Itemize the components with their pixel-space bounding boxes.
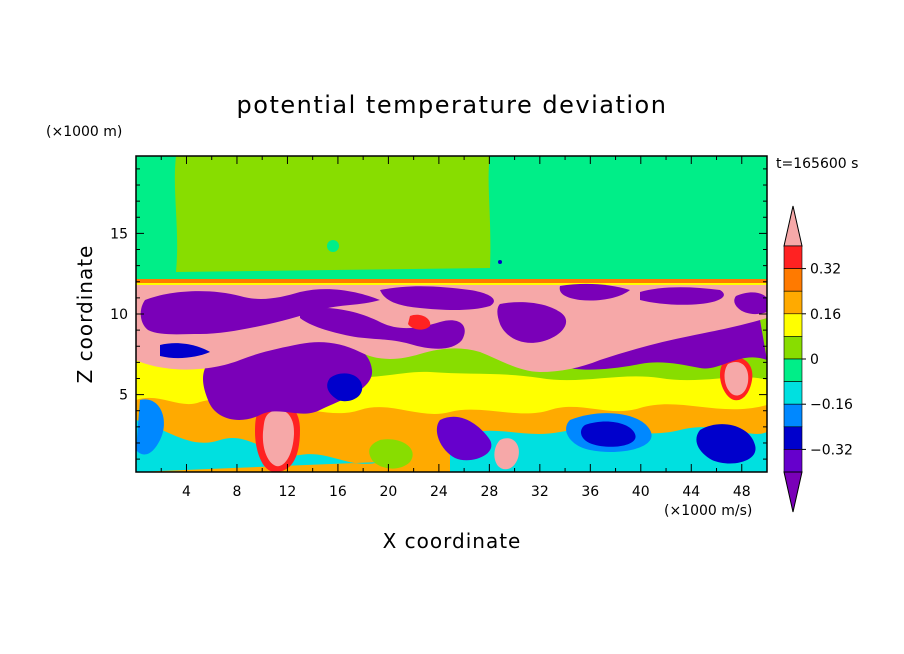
colorbar-segment bbox=[783, 426, 803, 450]
filament-6 bbox=[640, 287, 724, 305]
small-patch bbox=[327, 240, 339, 252]
colorbar-segment bbox=[783, 403, 803, 428]
y-tick-label: 15 bbox=[110, 226, 128, 242]
x-tick-label: 8 bbox=[232, 484, 241, 500]
x-tick-label: 20 bbox=[379, 484, 397, 500]
colorbar-label: 0.16 bbox=[810, 307, 841, 323]
chart-title: potential temperature deviation bbox=[237, 91, 668, 119]
red-fleck bbox=[408, 314, 431, 330]
purple-patch-low bbox=[436, 416, 492, 461]
small-cold-dot bbox=[498, 260, 502, 264]
x-tick-label: 32 bbox=[531, 484, 549, 500]
x-tick-label: 36 bbox=[581, 484, 599, 500]
colorbar-label: −0.16 bbox=[810, 397, 853, 413]
filament-1 bbox=[140, 289, 380, 335]
x-axis: 4 8 12 16 20 24 28 32 36 40 44 48 bbox=[160, 156, 751, 500]
colorbar-segment bbox=[783, 245, 803, 269]
cold-cell-small bbox=[327, 373, 363, 402]
y-axis-title: Z coordinate bbox=[73, 245, 97, 384]
pink-plume-1 bbox=[262, 409, 295, 467]
colorbar-bottom-extension bbox=[783, 471, 803, 513]
filament-3 bbox=[380, 286, 494, 310]
filament-4 bbox=[497, 302, 567, 343]
inversion-top-edge bbox=[136, 279, 767, 283]
x-tick-label: 4 bbox=[182, 484, 191, 500]
pink-plume-2 bbox=[494, 438, 519, 470]
colorbar-top-extension bbox=[783, 205, 803, 247]
colorbar-segment bbox=[783, 358, 803, 382]
filament-7 bbox=[734, 292, 767, 315]
y-unit-label: (×1000 m) bbox=[46, 124, 122, 140]
x-tick-label: 44 bbox=[682, 484, 700, 500]
colorbar-label: 0 bbox=[810, 352, 819, 368]
pink-plume-3 bbox=[724, 362, 749, 396]
y-axis: 5 10 15 bbox=[110, 168, 767, 460]
x-unit-label: (×1000 m/s) bbox=[664, 503, 752, 519]
colorbar-segment bbox=[783, 313, 803, 337]
colorbar: 0.32 0.16 0 −0.16 −0.32 bbox=[783, 205, 853, 513]
colorbar-segment bbox=[783, 449, 803, 473]
colorbar-segment bbox=[783, 336, 803, 360]
blue-patch-1 bbox=[136, 399, 164, 455]
x-tick-label: 24 bbox=[430, 484, 448, 500]
colorbar-label: −0.32 bbox=[810, 442, 853, 458]
green-patch-low bbox=[369, 439, 413, 469]
x-tick-label: 12 bbox=[279, 484, 297, 500]
blue-patch-2-core bbox=[580, 421, 636, 447]
time-label: t=165600 s bbox=[776, 156, 858, 172]
upper-layer-plus bbox=[174, 156, 491, 272]
inversion-top-edge-2 bbox=[136, 283, 767, 285]
filament-2 bbox=[300, 307, 465, 349]
colorbar-label: 0.32 bbox=[810, 262, 841, 278]
colorbar-segment bbox=[783, 290, 803, 315]
filament-5 bbox=[559, 283, 630, 301]
x-tick-label: 48 bbox=[733, 484, 751, 500]
contour-field bbox=[136, 156, 767, 472]
x-tick-label: 16 bbox=[329, 484, 347, 500]
x-tick-label: 40 bbox=[632, 484, 650, 500]
x-tick-label: 28 bbox=[480, 484, 498, 500]
filament-8 bbox=[160, 343, 210, 359]
blue-patch-3 bbox=[696, 424, 756, 464]
y-tick-label: 5 bbox=[119, 388, 128, 404]
colorbar-segment bbox=[783, 381, 803, 405]
y-tick-label: 10 bbox=[110, 307, 128, 323]
colorbar-segment bbox=[783, 268, 803, 292]
x-axis-title: X coordinate bbox=[383, 529, 522, 553]
